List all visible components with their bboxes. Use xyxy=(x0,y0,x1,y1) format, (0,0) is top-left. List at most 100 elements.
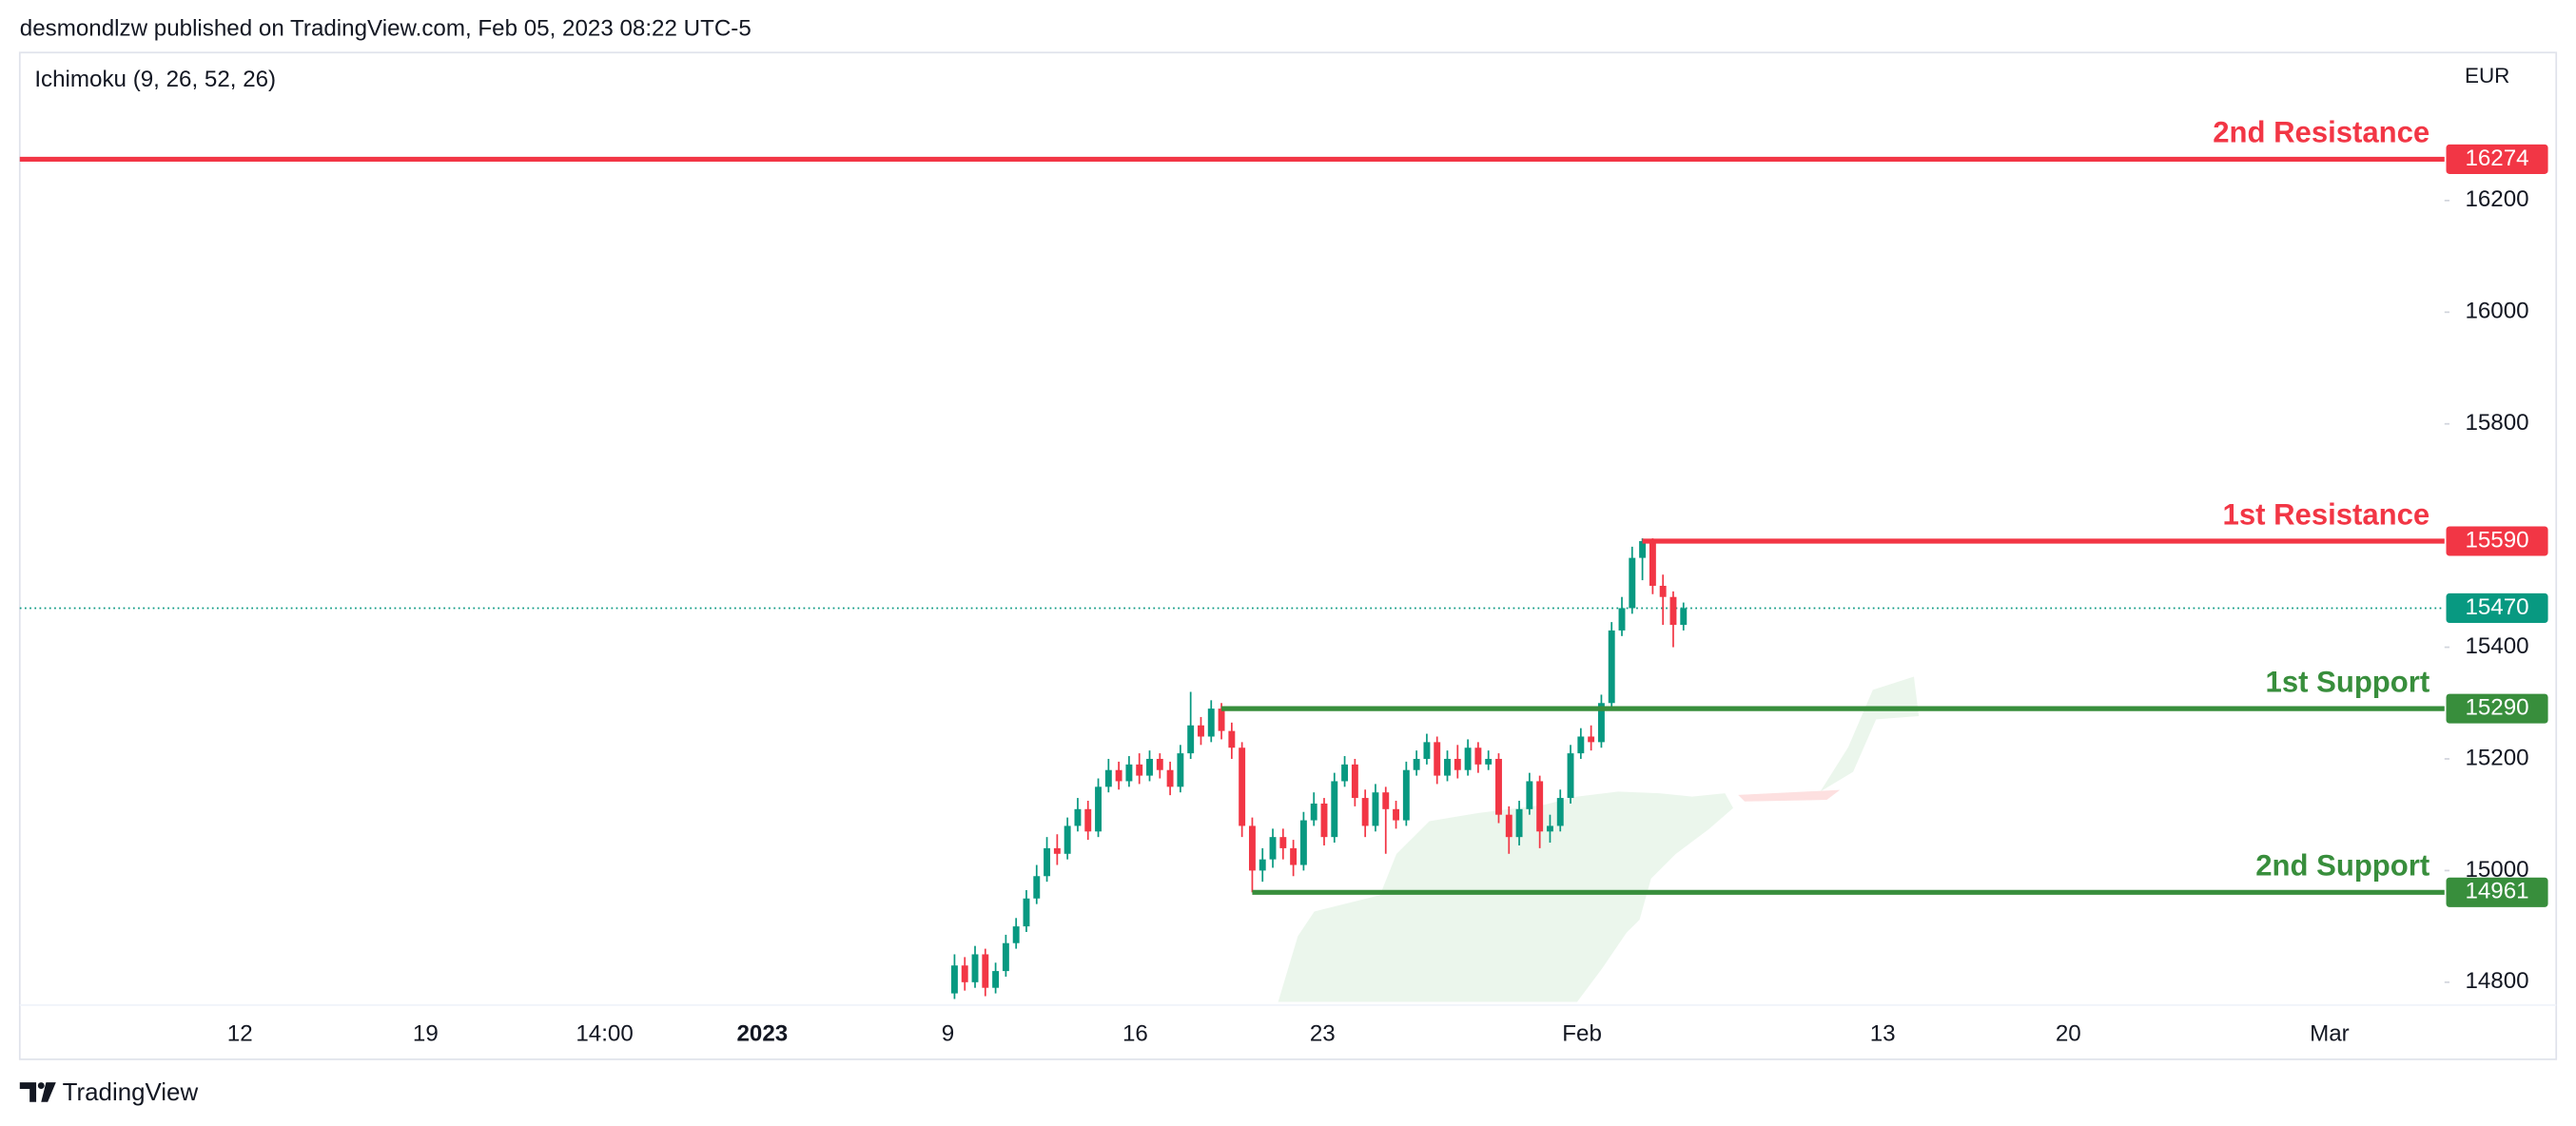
candle-body xyxy=(1279,837,1287,848)
x-tick-label: 2023 xyxy=(736,1020,788,1046)
x-tick-label: 19 xyxy=(413,1020,439,1046)
candle-body xyxy=(1505,814,1512,838)
candle-body xyxy=(1556,798,1564,826)
candle-body xyxy=(1269,837,1277,860)
currency: EUR xyxy=(2465,64,2509,87)
candle-body xyxy=(1290,847,1298,865)
candle-body xyxy=(1012,926,1020,943)
price-tag-label: 15590 xyxy=(2465,527,2528,553)
candle-body xyxy=(1536,781,1544,832)
price-tag-label: 16274 xyxy=(2465,146,2528,171)
ichimoku-cloud xyxy=(1278,676,1920,1002)
candle-body xyxy=(1526,781,1533,809)
chart-frame xyxy=(18,51,2558,1060)
candle-body xyxy=(1053,847,1061,854)
candle-body xyxy=(971,954,979,982)
y-tick-label: 16000 xyxy=(2465,299,2528,324)
price-tag-label: 14961 xyxy=(2465,879,2528,904)
candle-body xyxy=(950,965,958,994)
candle-body xyxy=(1187,725,1195,754)
candle-body xyxy=(1299,820,1307,865)
candle-body xyxy=(1248,825,1256,871)
candle-body xyxy=(1095,786,1102,832)
candle-body xyxy=(992,971,1000,988)
candle-body xyxy=(1372,792,1379,826)
candle-body xyxy=(1464,747,1472,770)
candle-body xyxy=(1495,758,1502,815)
candle-body xyxy=(1320,803,1328,838)
candle-body xyxy=(1382,792,1390,809)
price-tag xyxy=(2446,144,2548,174)
price-tag-label: 15470 xyxy=(2465,594,2528,620)
candle-body xyxy=(1125,764,1133,782)
y-tick-label: 16200 xyxy=(2465,186,2528,212)
candle-body xyxy=(1474,747,1482,765)
x-tick-label: 9 xyxy=(942,1020,954,1046)
candle-body xyxy=(1033,876,1041,899)
candle-body xyxy=(1413,758,1420,770)
x-tick-label: Mar xyxy=(2310,1020,2350,1046)
price-tag xyxy=(2446,592,2548,623)
x-tick-label: 16 xyxy=(1122,1020,1148,1046)
candle-body xyxy=(1310,803,1317,821)
candle-body xyxy=(1454,758,1461,770)
candle-body xyxy=(1146,758,1153,776)
y-tick-label: 15200 xyxy=(2465,745,2528,770)
candle-body xyxy=(1044,847,1051,877)
price-tag xyxy=(2446,693,2548,724)
candle-body xyxy=(1649,540,1656,586)
candle-body xyxy=(1166,769,1174,787)
level-label: 2nd Support xyxy=(2255,849,2430,883)
candle-body xyxy=(1198,725,1204,737)
candle-body xyxy=(1104,769,1112,787)
y-tick-label: 14800 xyxy=(2465,968,2528,994)
candle-body xyxy=(1423,742,1431,759)
candle-body xyxy=(1434,742,1441,776)
level-label: 2nd Resistance xyxy=(2213,116,2430,149)
y-tick-label: 15800 xyxy=(2465,410,2528,436)
level-label: 1st Support xyxy=(2266,665,2430,698)
candle-body xyxy=(1485,758,1493,765)
footer-logo xyxy=(19,1082,56,1102)
candle-body xyxy=(1361,798,1369,826)
x-tick-label: 13 xyxy=(1870,1020,1896,1046)
x-tick-label: 20 xyxy=(2056,1020,2081,1046)
candle-body xyxy=(1577,736,1585,754)
candle-body xyxy=(1136,764,1143,776)
candle-body xyxy=(1618,608,1626,631)
candle-body xyxy=(1023,898,1030,927)
candle-body xyxy=(1259,859,1266,871)
candle-body xyxy=(1239,747,1246,826)
candle-body xyxy=(1064,825,1071,854)
candle-body xyxy=(1207,709,1215,737)
price-tag xyxy=(2446,526,2548,556)
candle-body xyxy=(1680,608,1688,626)
candle-body xyxy=(1228,730,1236,748)
candle-body xyxy=(1177,753,1184,787)
x-tick-label: 14:00 xyxy=(576,1020,633,1046)
y-tick-label: 15400 xyxy=(2465,633,2528,659)
level-label: 1st Resistance xyxy=(2223,497,2430,531)
candle-body xyxy=(1639,540,1647,558)
candle-body xyxy=(1444,758,1451,776)
header: desmondlzw published on TradingView.com,… xyxy=(20,15,751,41)
candle-body xyxy=(1669,596,1677,626)
ichimoku-cloud-red xyxy=(1738,789,1841,802)
candle-body xyxy=(1567,753,1574,799)
candle-body xyxy=(1002,942,1009,972)
candle-body xyxy=(1629,557,1636,609)
candle-body xyxy=(1546,825,1553,832)
x-tick-label: Feb xyxy=(1562,1020,1602,1046)
x-tick-label: 12 xyxy=(227,1020,253,1046)
price-tag-label: 15290 xyxy=(2465,695,2528,721)
candle-body xyxy=(982,954,989,988)
candle-body xyxy=(1341,764,1349,782)
candle-body xyxy=(1331,781,1338,838)
footer: TradingView xyxy=(63,1079,199,1106)
x-tick-label: 23 xyxy=(1310,1020,1336,1046)
candle-body xyxy=(1393,808,1400,821)
candle-body xyxy=(1218,709,1225,731)
candle-body xyxy=(1351,764,1358,799)
